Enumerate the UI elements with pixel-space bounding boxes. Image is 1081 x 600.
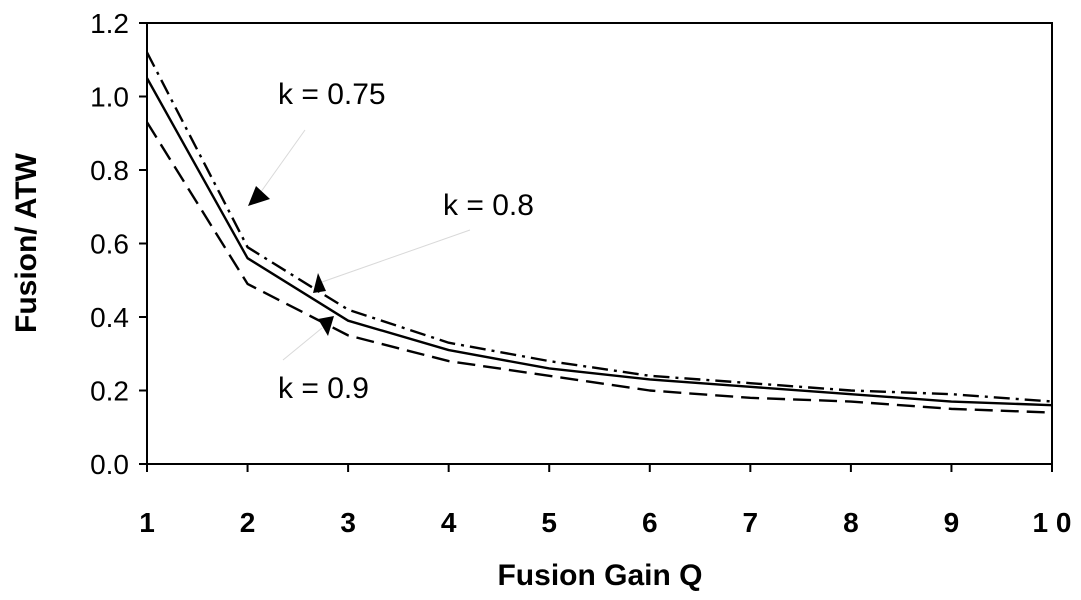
annotation-k-08: k = 0.8 xyxy=(443,189,534,222)
axes xyxy=(139,22,1053,472)
x-tick-label: 7 xyxy=(743,507,759,538)
y-tick-label: 0.6 xyxy=(90,229,129,260)
y-tick-label: 1.2 xyxy=(90,8,129,39)
annotation-arrowhead-k-08 xyxy=(313,273,326,293)
tick-labels: 0.0 0.2 0.4 0.6 0.8 1.0 1.2 1 2 3 4 5 6 7 8 9 1 0 xyxy=(90,8,1071,538)
x-tick-label: 6 xyxy=(642,507,658,538)
series-line-1 xyxy=(145,51,1053,403)
y-tick-label: 0.4 xyxy=(90,302,129,333)
y-tick-label: 0.8 xyxy=(90,155,129,186)
y-tick-label: 0.2 xyxy=(90,376,129,407)
annotation-arrowhead-k-09 xyxy=(318,316,334,336)
x-tick-label: 4 xyxy=(441,507,457,538)
x-tick-label: 1 xyxy=(139,507,155,538)
x-tick-label: 8 xyxy=(843,507,859,538)
x-tick-label: 5 xyxy=(541,507,557,538)
x-axis-title: Fusion Gain Q xyxy=(497,559,702,592)
annotation-leader-k-09 xyxy=(282,327,323,361)
plot-area xyxy=(145,51,1053,414)
annotation-k-09: k = 0.9 xyxy=(278,372,369,405)
x-tick-label: 9 xyxy=(944,507,960,538)
y-tick-label: 0.0 xyxy=(90,449,129,480)
annotations: k = 0.75 k = 0.8 k = 0.9 xyxy=(248,78,534,405)
annotation-leader-k-075 xyxy=(257,129,306,197)
x-tick-label: 1 0 xyxy=(1033,507,1072,538)
annotation-arrowhead-k-075 xyxy=(248,186,270,206)
annotation-k-075: k = 0.75 xyxy=(278,78,386,111)
x-tick-label: 2 xyxy=(240,507,256,538)
y-axis-title: Fusion/ ATW xyxy=(10,152,43,333)
series-line-3 xyxy=(145,121,1053,414)
y-tick-label: 1.0 xyxy=(90,82,129,113)
annotation-leader-k-08 xyxy=(321,229,471,283)
x-tick-label: 3 xyxy=(340,507,356,538)
series-line-2 xyxy=(145,77,1053,407)
